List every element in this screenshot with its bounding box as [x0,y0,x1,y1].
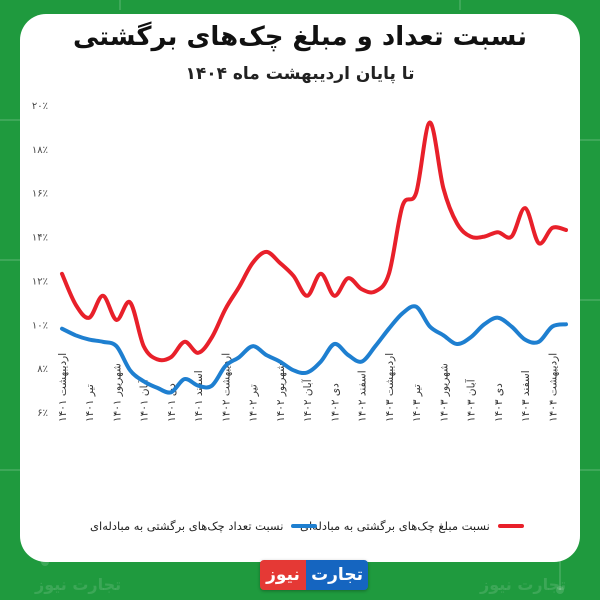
x-tick-label: تیر ۱۴۰۱ [84,384,96,422]
x-tick-label: تیر ۱۴۰۲ [248,384,260,422]
legend-swatch-amount [497,524,524,528]
y-tick-label: ۱۸٪ [32,145,48,156]
brand-part-1: تجارت [306,560,368,590]
x-tick-label: شهریور ۱۴۰۳ [438,363,450,422]
legend-swatch-count [291,524,318,528]
y-tick-label: ۸٪ [37,364,48,375]
y-tick-label: ۶٪ [37,408,48,419]
y-tick-label: ۱۲٪ [32,276,48,287]
legend-label-count: نسبت تعداد چک‌های برگشتی به مبادله‌ای [90,519,284,533]
y-tick-label: ۱۶٪ [32,189,48,200]
y-tick-label: ۲۰٪ [32,101,48,112]
x-tick-label: شهریور ۱۴۰۲ [275,363,287,422]
chart-title: نسبت تعداد و مبلغ چک‌های برگشتی [73,22,527,52]
x-tick-label: آبان ۱۴۰۳ [465,378,478,422]
brand-logo: تجارت نیوز [260,560,368,590]
x-tick-label: اسفند ۱۴۰۳ [520,370,532,422]
x-tick-label: دی ۱۴۰۲ [329,383,341,422]
series-line-count [60,304,568,395]
chart-subtitle: تا پایان اردیبهشت ماه ۱۴۰۴ [185,64,415,84]
y-tick-label: ۱۴٪ [32,233,48,244]
x-tick-label: اردیبهشت ۱۴۰۳ [384,353,396,422]
x-tick-label: تیر ۱۴۰۳ [411,384,423,422]
x-tick-label: شهریور ۱۴۰۱ [111,363,123,422]
x-tick-label: آبان ۱۴۰۲ [301,378,314,422]
x-tick-label: اردیبهشت ۱۴۰۱ [57,353,69,422]
x-tick-label: اسفند ۱۴۰۲ [357,370,369,422]
series-line-amount [60,120,568,363]
x-tick-label: دی ۱۴۰۳ [493,383,505,422]
legend-label-amount: نسبت مبلغ چک‌های برگشتی به مبادله‌ای [300,519,490,533]
y-tick-label: ۱۰٪ [32,320,48,331]
x-tick-label: اسفند ۱۴۰۱ [193,370,205,422]
legend-item-amount: نسبت مبلغ چک‌های برگشتی به مبادله‌ای [300,516,524,536]
brand-part-2: نیوز [260,560,306,590]
x-tick-label: آبان ۱۴۰۱ [138,378,151,422]
x-tick-label: اردیبهشت ۱۴۰۴ [547,353,559,422]
watermark: تجارت نیوز [480,575,567,594]
legend-item-count: نسبت تعداد چک‌های برگشتی به مبادله‌ای [90,516,318,536]
watermark: تجارت نیوز [35,575,122,594]
